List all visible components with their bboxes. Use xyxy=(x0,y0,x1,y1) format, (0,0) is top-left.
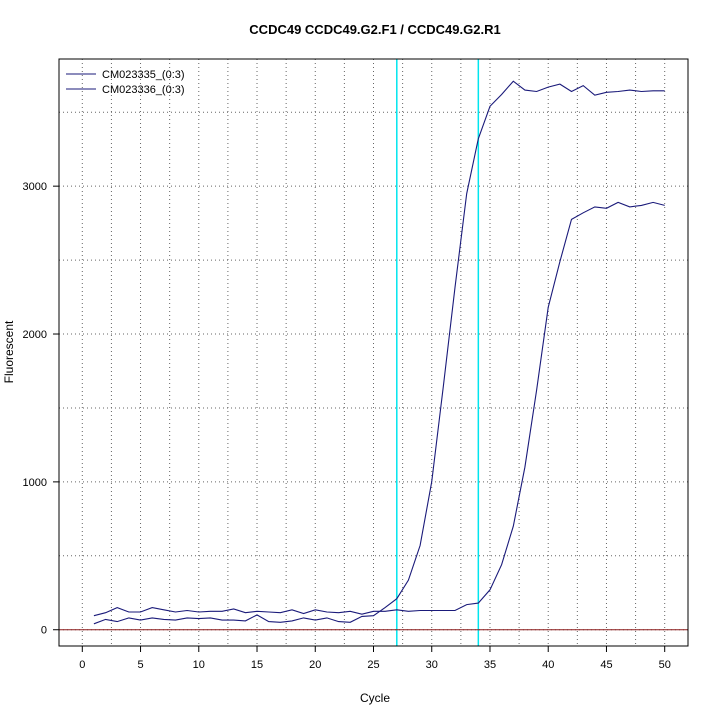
y-tick-label: 1000 xyxy=(23,477,47,489)
x-tick-label: 40 xyxy=(542,659,554,671)
x-tick-label: 5 xyxy=(137,659,143,671)
x-tick-label: 50 xyxy=(659,659,671,671)
x-axis-label: Cycle xyxy=(360,691,390,705)
x-tick-label: 45 xyxy=(600,659,612,671)
y-tick-label: 3000 xyxy=(23,181,47,193)
y-axis-label: Fluorescent xyxy=(2,320,16,383)
x-tick-label: 35 xyxy=(484,659,496,671)
vertical-markers xyxy=(396,59,480,646)
x-axis: 0 5 10 15 20 25 30 35 40 45 50 xyxy=(79,646,671,671)
series-line-1 xyxy=(93,201,665,617)
legend-label: CM023336_(0:3) xyxy=(102,84,185,96)
x-tick-label: 15 xyxy=(251,659,263,671)
y-tick-label: 2000 xyxy=(23,329,47,341)
legend: CM023335_(0:3) CM023336_(0:3) xyxy=(66,69,185,96)
x-tick-label: 0 xyxy=(79,659,85,671)
x-tick-label: 30 xyxy=(426,659,438,671)
series-lines xyxy=(93,80,665,625)
x-tick-label: 20 xyxy=(309,659,321,671)
legend-label: CM023335_(0:3) xyxy=(102,69,185,81)
series-line-2 xyxy=(93,80,665,625)
grid xyxy=(59,59,688,646)
y-axis: 0 1000 2000 3000 xyxy=(23,181,59,637)
y-tick-label: 0 xyxy=(41,625,47,637)
x-tick-label: 25 xyxy=(367,659,379,671)
chart-title: CCDC49 CCDC49.G2.F1 / CCDC49.G2.R1 xyxy=(249,22,500,37)
x-tick-label: 10 xyxy=(193,659,205,671)
